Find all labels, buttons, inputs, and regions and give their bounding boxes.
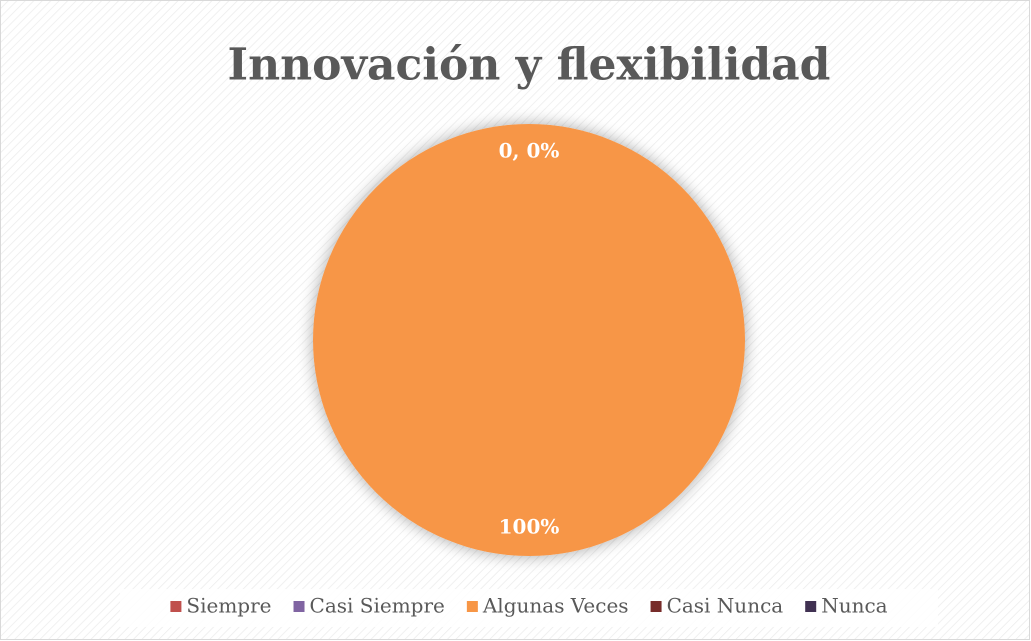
- legend-label: Siempre: [186, 594, 271, 618]
- legend-swatch: [170, 601, 182, 612]
- legend-label: Casi Siempre: [310, 594, 445, 618]
- chart-title: Innovación y flexibilidad: [228, 40, 831, 91]
- legend-background: [120, 589, 938, 627]
- pie: [313, 124, 745, 556]
- legend-swatch: [466, 601, 478, 612]
- legend-label: Algunas Veces: [482, 594, 629, 618]
- pie-slice: [313, 124, 745, 556]
- data-label: 100%: [499, 515, 560, 539]
- data-labels: 0, 0% 100%: [499, 139, 560, 539]
- legend-swatch: [650, 601, 662, 612]
- legend: Siempre Casi Siempre Algunas Veces Casi Nun…: [170, 594, 888, 618]
- legend-swatch: [293, 601, 305, 612]
- legend-swatch: [805, 601, 817, 612]
- data-label: 0, 0%: [499, 139, 560, 163]
- legend-label: Casi Nunca: [667, 594, 784, 618]
- legend-label: Nunca: [821, 594, 887, 618]
